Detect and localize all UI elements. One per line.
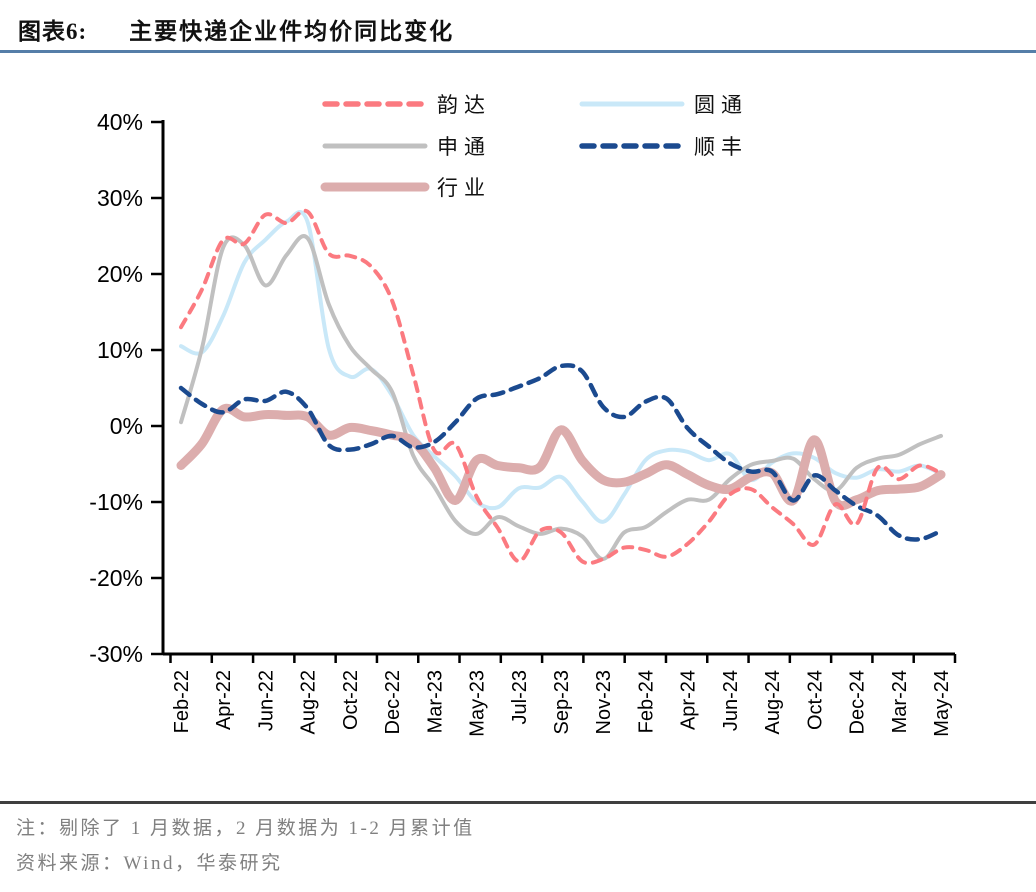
x-tick-label: Aug-22 <box>298 670 320 735</box>
x-tick-label: Jun-22 <box>255 670 277 731</box>
footer-divider <box>0 801 1036 804</box>
legend-item-shentong: 申通 <box>322 135 491 159</box>
x-tick-label: Dec-22 <box>382 670 404 734</box>
y-tick-label: 40% <box>97 109 143 135</box>
y-tick-label: 10% <box>97 337 143 363</box>
y-tick-label: -30% <box>89 641 143 667</box>
legend-label-shentong: 申通 <box>437 135 491 159</box>
x-tick-label: May-23 <box>467 670 489 737</box>
y-tick-label: -10% <box>89 489 143 515</box>
legend-label-yuantong: 圆通 <box>694 93 748 117</box>
x-tick-label: Aug-24 <box>762 670 784 735</box>
legend-item-hangye: 行业 <box>320 176 491 200</box>
legend-label-hangye: 行业 <box>437 176 491 200</box>
figure-number: 图表6: <box>18 19 88 44</box>
chart-source: 资料来源：Wind，华泰研究 <box>16 853 283 874</box>
x-tick-label: Mar-24 <box>889 670 911 733</box>
y-tick-label: 20% <box>97 261 143 287</box>
legend-item-yuantong: 圆通 <box>579 93 748 117</box>
title-underline <box>0 50 1036 53</box>
page-title: 主要快递企业件均价同比变化 <box>129 19 455 44</box>
legend-item-yunda: 韵达 <box>322 93 491 117</box>
x-tick-label: Apr-22 <box>213 670 235 730</box>
series-line-yunda <box>179 208 943 566</box>
x-tick-label: Sep-23 <box>551 670 573 735</box>
x-tick-label: Dec-24 <box>847 670 869 734</box>
y-tick-label: 30% <box>97 185 143 211</box>
legend-label-yunda: 韵达 <box>437 93 491 117</box>
chart-note: 注：剔除了 1 月数据，2 月数据为 1-2 月累计值 <box>16 818 475 839</box>
x-tick-label: Feb-24 <box>635 670 657 733</box>
x-tick-label: Jul-23 <box>509 670 531 724</box>
series-line-shunfeng <box>178 363 944 542</box>
series-line-hangye <box>176 403 946 511</box>
y-tick-label: 0% <box>110 413 143 439</box>
x-tick-label: Nov-23 <box>593 670 615 734</box>
line-chart: 40% 30% 20% 10% 0% -10% -20% -30% Feb-22 Apr-22 Ju… <box>89 93 957 737</box>
x-tick-label: Jun-24 <box>720 670 742 731</box>
series-line-shentong <box>179 234 943 561</box>
x-tick-label: May-24 <box>931 670 953 737</box>
x-tick-label: Oct-24 <box>804 670 826 730</box>
series-line-yuantong <box>179 210 943 524</box>
x-tick-label: Feb-22 <box>171 670 193 733</box>
x-tick-label: Oct-22 <box>340 670 362 730</box>
legend-label-shunfeng: 顺丰 <box>694 135 748 159</box>
y-tick-label: -20% <box>89 565 143 591</box>
x-tick-label: Mar-23 <box>424 670 446 733</box>
figure-header: 图表6: 主要快递企业件均价同比变化 <box>18 12 454 46</box>
legend-item-shunfeng: 顺丰 <box>579 135 748 159</box>
x-tick-label: Apr-24 <box>678 670 700 730</box>
